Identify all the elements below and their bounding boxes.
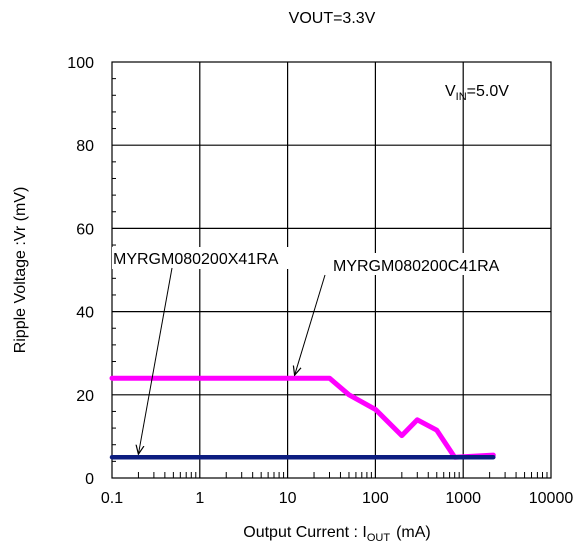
x-tick-label: 10000	[529, 490, 574, 507]
y-tick-labels: 0 20 40 60 80 100	[67, 55, 94, 488]
vin-annotation-rest: =5.0V	[467, 83, 510, 100]
callout-c41ra: MYRGM080200C41RA	[295, 253, 550, 375]
callout-x41ra-arrow	[138, 267, 173, 454]
callout-c41ra-arrow	[295, 274, 326, 375]
y-tick-label: 0	[85, 471, 94, 488]
callout-x41ra: MYRGM080200X41RA	[112, 247, 329, 454]
grid	[112, 62, 551, 478]
vin-annotation-subscript: IN	[456, 91, 467, 103]
y-tick-label: 100	[67, 55, 94, 72]
x-tick-label: 1000	[445, 490, 481, 507]
y-tick-label: 60	[76, 221, 94, 238]
x-tick-labels: 0.1 1 10 100 1000 10000	[101, 490, 573, 507]
y-tick-label: 40	[76, 305, 94, 322]
chart-title: VOUT=3.3V	[289, 10, 376, 27]
vin-annotation-main: V	[445, 83, 456, 100]
x-axis-label-main: Output Current : I	[243, 524, 367, 541]
y-tick-label: 20	[76, 388, 94, 405]
x-axis-label: Output Current : IOUT (mA)	[243, 524, 431, 544]
vin-annotation: VIN=5.0V	[445, 83, 509, 103]
x-tick-label: 0.1	[101, 490, 123, 507]
callout-c41ra-label-bg	[330, 253, 550, 275]
minor-ticks	[112, 78, 548, 478]
callout-x41ra-label-bg	[112, 247, 329, 269]
x-axis-label-unit: (mA)	[396, 524, 431, 541]
callout-x41ra-label: MYRGM080200X41RA	[113, 251, 279, 268]
callout-c41ra-label: MYRGM080200C41RA	[333, 258, 500, 275]
x-tick-label: 1	[195, 490, 204, 507]
x-axis-label-subscript: OUT	[367, 532, 391, 544]
y-tick-label: 80	[76, 138, 94, 155]
y-axis-label: Ripple Voltage :Vr (mV)	[12, 187, 29, 354]
x-tick-label: 100	[362, 490, 389, 507]
series-line-myrgm080200c41ra	[109, 375, 496, 460]
plot-frame	[111, 61, 552, 479]
series-lines	[109, 375, 496, 460]
x-tick-label: 10	[279, 490, 297, 507]
